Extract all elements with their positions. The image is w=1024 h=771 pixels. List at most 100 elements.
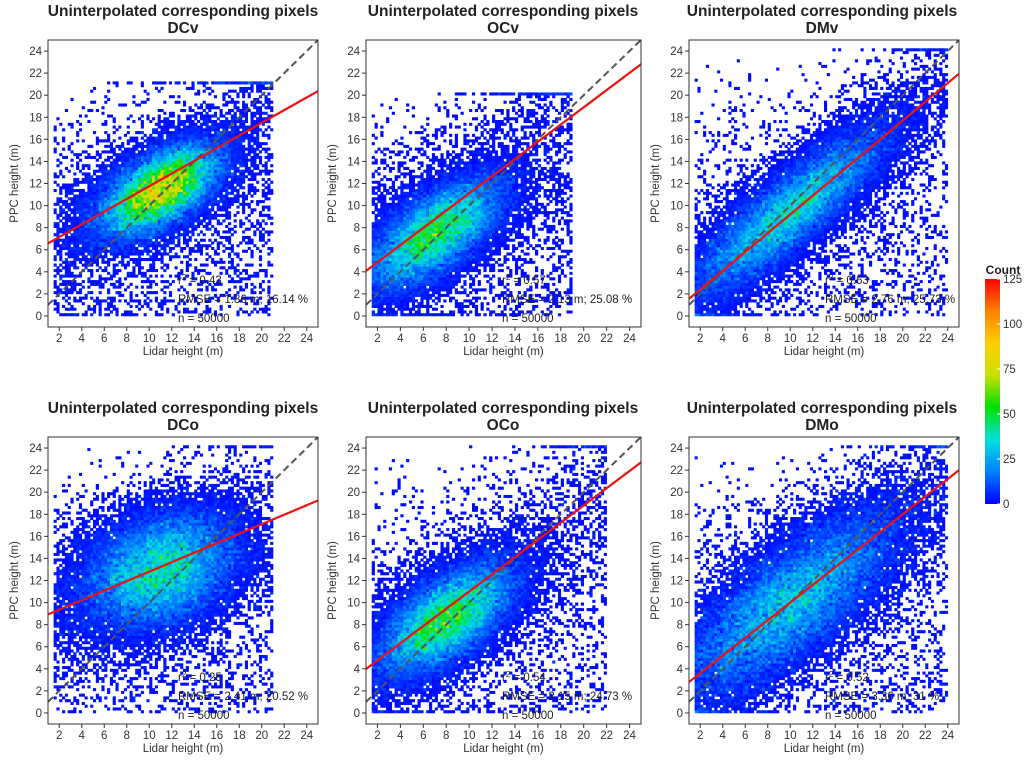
density-bin [132,169,136,173]
density-bin [451,282,456,286]
density-bin [454,241,458,245]
density-bin [557,260,562,264]
density-bin [115,313,119,317]
density-bin [180,260,184,264]
density-bin [101,208,105,212]
density-bin [112,186,116,190]
density-bin [191,139,195,143]
density-bin [166,219,170,223]
density-bin [244,128,248,132]
density-bin [76,183,80,187]
density-bin [132,249,136,253]
density-bin [107,238,111,242]
density-bin [261,244,265,248]
density-bin [90,282,94,286]
density-bin [138,222,142,226]
density-bin [486,241,490,245]
density-bin [242,128,246,132]
density-bin [535,244,539,248]
density-bin [434,282,438,286]
density-bin [449,244,453,248]
density-bin [250,288,254,292]
density-bin [239,142,243,146]
density-bin [56,269,60,273]
density-bin [431,263,436,267]
density-bin [256,133,260,137]
density-bin [264,172,268,176]
density-bin [225,81,229,85]
density-bin [132,191,136,195]
density-bin [228,260,232,264]
density-bin [213,114,218,118]
density-bin [250,282,254,286]
density-bin [177,255,181,259]
density-bin [149,224,153,228]
density-bin [93,200,97,204]
density-bin [163,216,167,220]
density-bin [132,271,136,275]
density-bin [152,266,156,270]
density-bin [253,161,257,165]
density-bin [98,202,102,206]
density-bin [129,299,133,303]
density-bin [388,274,393,278]
density-bin [126,211,130,215]
density-bin [154,128,158,132]
density-bin [264,213,268,217]
density-bin [166,147,170,151]
density-bin [194,133,198,137]
density-bin [454,280,458,284]
density-bin [244,166,248,171]
density-bin [466,246,470,251]
density-bin [225,235,229,239]
density-bin [87,144,91,148]
density-bin [59,277,63,281]
density-bin [225,147,229,151]
density-bin [440,285,444,289]
density-bin [76,230,80,234]
density-bin [95,197,99,201]
density-bin [202,205,206,209]
density-bin [244,133,248,137]
density-bin [152,208,156,212]
density-bin [112,147,116,151]
density-bin [174,164,178,168]
density-bin [250,86,254,90]
density-bin [126,302,130,306]
density-bin [140,258,144,262]
density-bin [233,164,237,168]
one-to-one-line [48,40,318,306]
density-bin [391,246,395,251]
density-bin [129,213,133,217]
density-bin [219,164,223,168]
density-bin [250,169,254,173]
density-bin [126,244,130,248]
density-bin [199,177,203,182]
density-bin [118,166,122,171]
density-bin [400,266,404,270]
density-bin [90,213,94,217]
density-bin [380,291,384,295]
density-bin [101,194,105,198]
density-bin [95,252,99,256]
density-bin [406,307,410,311]
density-bin [146,224,150,228]
density-bin [174,216,178,220]
density-bin [107,313,111,317]
density-bin [62,202,66,206]
density-bin [380,299,384,303]
density-bin [135,103,139,107]
density-bin [414,310,418,314]
density-bin [56,249,60,253]
density-bin [183,150,187,154]
density-bin [93,172,97,176]
density-bin [168,208,173,212]
density-bin [486,302,490,306]
density-bin [188,197,192,201]
density-bin [183,241,187,245]
density-bin [219,313,223,317]
density-bin [143,133,147,137]
density-bin [64,183,68,187]
density-bin [56,244,60,248]
density-bin [160,244,164,248]
